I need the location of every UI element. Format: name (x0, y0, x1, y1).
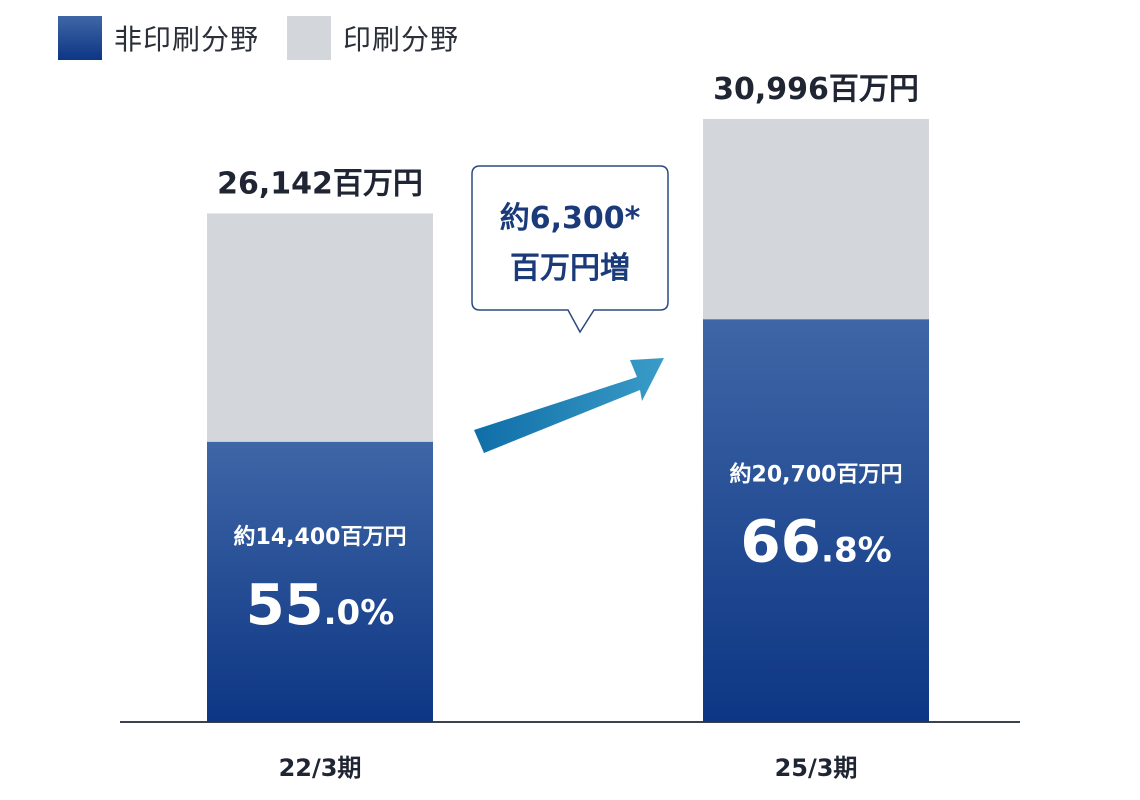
percent-integer: 66 (740, 507, 821, 575)
percent-decimal: .0% (324, 593, 395, 633)
legend-swatch-non-printing (58, 16, 102, 60)
bar-printing-1 (207, 213, 433, 442)
bar-non-printing-1 (207, 441, 433, 722)
total-label-2: 30,996百万円 (713, 72, 919, 107)
share-value-label-1: 約14,400百万円 (234, 524, 407, 550)
legend: 非印刷分野 印刷分野 (58, 16, 469, 60)
legend-label-printing: 印刷分野 (343, 23, 460, 56)
percent-label-1: 55.0% (246, 573, 395, 638)
legend-item-non-printing: 非印刷分野 (58, 16, 259, 60)
legend-label-non-printing: 非印刷分野 (114, 23, 260, 56)
x-tick-label-1: 22/3期 (279, 754, 362, 782)
percent-integer: 55 (246, 573, 324, 638)
total-label-1: 26,142百万円 (217, 166, 423, 201)
growth-arrow-icon (474, 358, 664, 453)
share-value-label-2: 約20,700百万円 (730, 461, 903, 487)
callout-line-2: 百万円増 (510, 251, 630, 286)
x-tick-label-2: 25/3期 (775, 754, 858, 782)
increase-callout-bubble (471, 165, 669, 334)
legend-item-printing: 印刷分野 (287, 16, 459, 60)
percent-decimal: .8% (821, 530, 892, 570)
bar-non-printing-2 (703, 319, 929, 722)
callout-line-1: 約6,300* (500, 201, 641, 236)
legend-swatch-printing (287, 16, 332, 60)
bar-printing-2 (703, 118, 929, 320)
percent-label-2: 66.8% (740, 507, 891, 575)
